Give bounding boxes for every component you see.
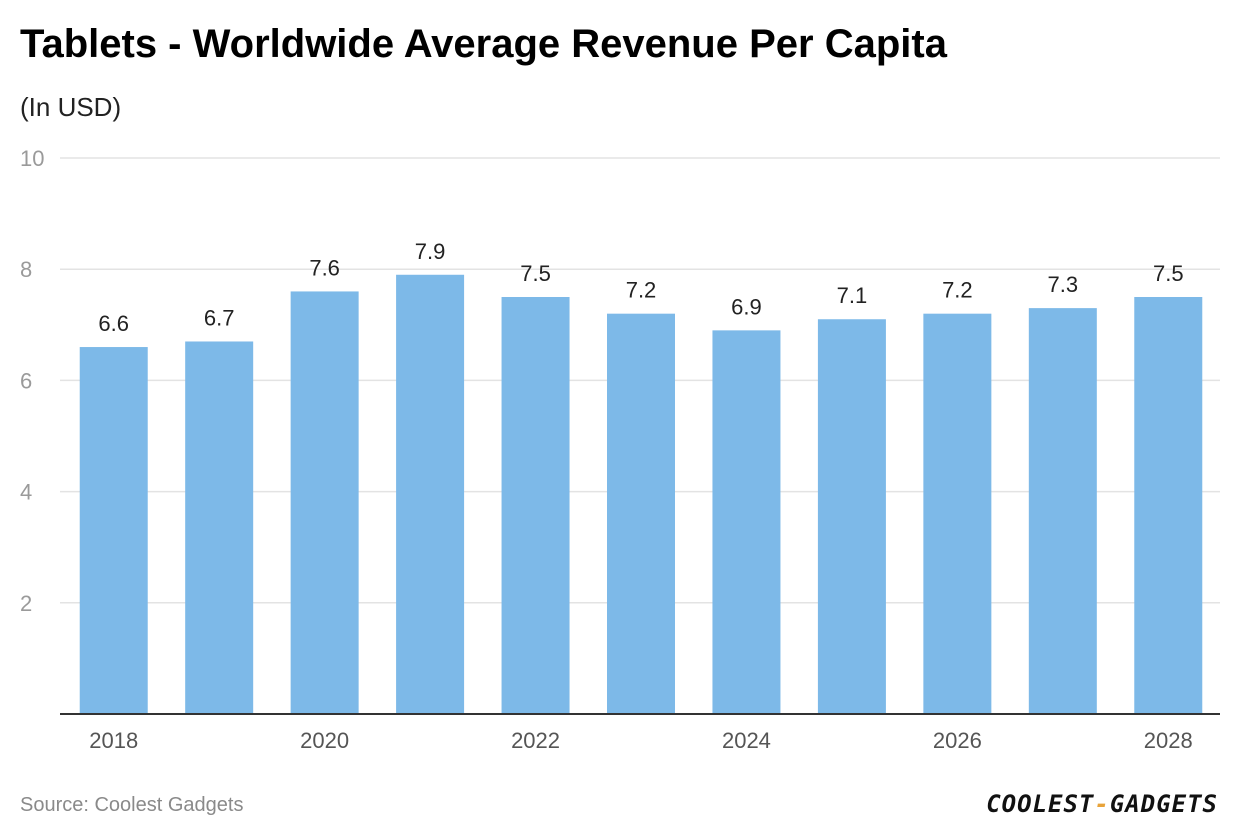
data-label-2028: 7.5 <box>1153 261 1184 286</box>
data-label-2023: 7.2 <box>626 278 657 303</box>
x-tick-label-2018: 2018 <box>89 728 138 753</box>
y-tick-label: 4 <box>20 480 32 505</box>
logo-text-left: COOLEST <box>986 790 1095 818</box>
bar-2022 <box>501 297 570 714</box>
bar-2026 <box>923 313 992 714</box>
bar-2028 <box>1134 297 1203 714</box>
data-label-2018: 6.6 <box>98 311 129 336</box>
x-tick-label-2022: 2022 <box>511 728 560 753</box>
y-tick-label: 8 <box>20 257 32 282</box>
x-tick-label-2024: 2024 <box>722 728 771 753</box>
bar-2024 <box>712 330 781 714</box>
data-label-2022: 7.5 <box>520 261 551 286</box>
x-tick-label-2026: 2026 <box>933 728 982 753</box>
bar-2027 <box>1028 308 1097 714</box>
y-tick-label: 6 <box>20 368 32 393</box>
bars <box>79 274 1203 714</box>
bar-2019 <box>185 341 254 714</box>
bar-2023 <box>607 313 675 714</box>
data-label-2026: 7.2 <box>942 278 973 303</box>
data-label-2021: 7.9 <box>415 239 446 264</box>
bar-2025 <box>817 319 886 714</box>
x-axis-tick-labels: 2018 2020 2022 2024 2026 2028 <box>89 728 1192 753</box>
logo-dash: - <box>1094 790 1110 818</box>
chart-title: Tablets - Worldwide Average Revenue Per … <box>20 22 947 66</box>
logo-text-right: GADGETS <box>1109 790 1218 818</box>
x-tick-label-2028: 2028 <box>1144 728 1193 753</box>
y-tick-label: 10 <box>20 146 44 171</box>
bar-2020 <box>290 291 359 714</box>
y-tick-label: 2 <box>20 591 32 616</box>
data-label-2024: 6.9 <box>731 294 762 319</box>
brand-logo: COOLEST-GADGETS <box>986 790 1218 818</box>
source-note: Source: Coolest Gadgets <box>20 794 244 816</box>
bar-2018 <box>79 347 148 714</box>
data-label-2025: 7.1 <box>837 283 868 308</box>
x-tick-label-2020: 2020 <box>300 728 349 753</box>
chart-subtitle: (In USD) <box>20 92 122 122</box>
bar-2021 <box>396 274 465 714</box>
data-label-2019: 6.7 <box>204 305 235 330</box>
data-label-2027: 7.3 <box>1048 272 1079 297</box>
data-labels: 6.6 6.7 7.6 7.9 7.5 7.2 6.9 7.1 7.2 7.3 7.5 <box>98 239 1183 336</box>
data-label-2020: 7.6 <box>309 255 340 280</box>
